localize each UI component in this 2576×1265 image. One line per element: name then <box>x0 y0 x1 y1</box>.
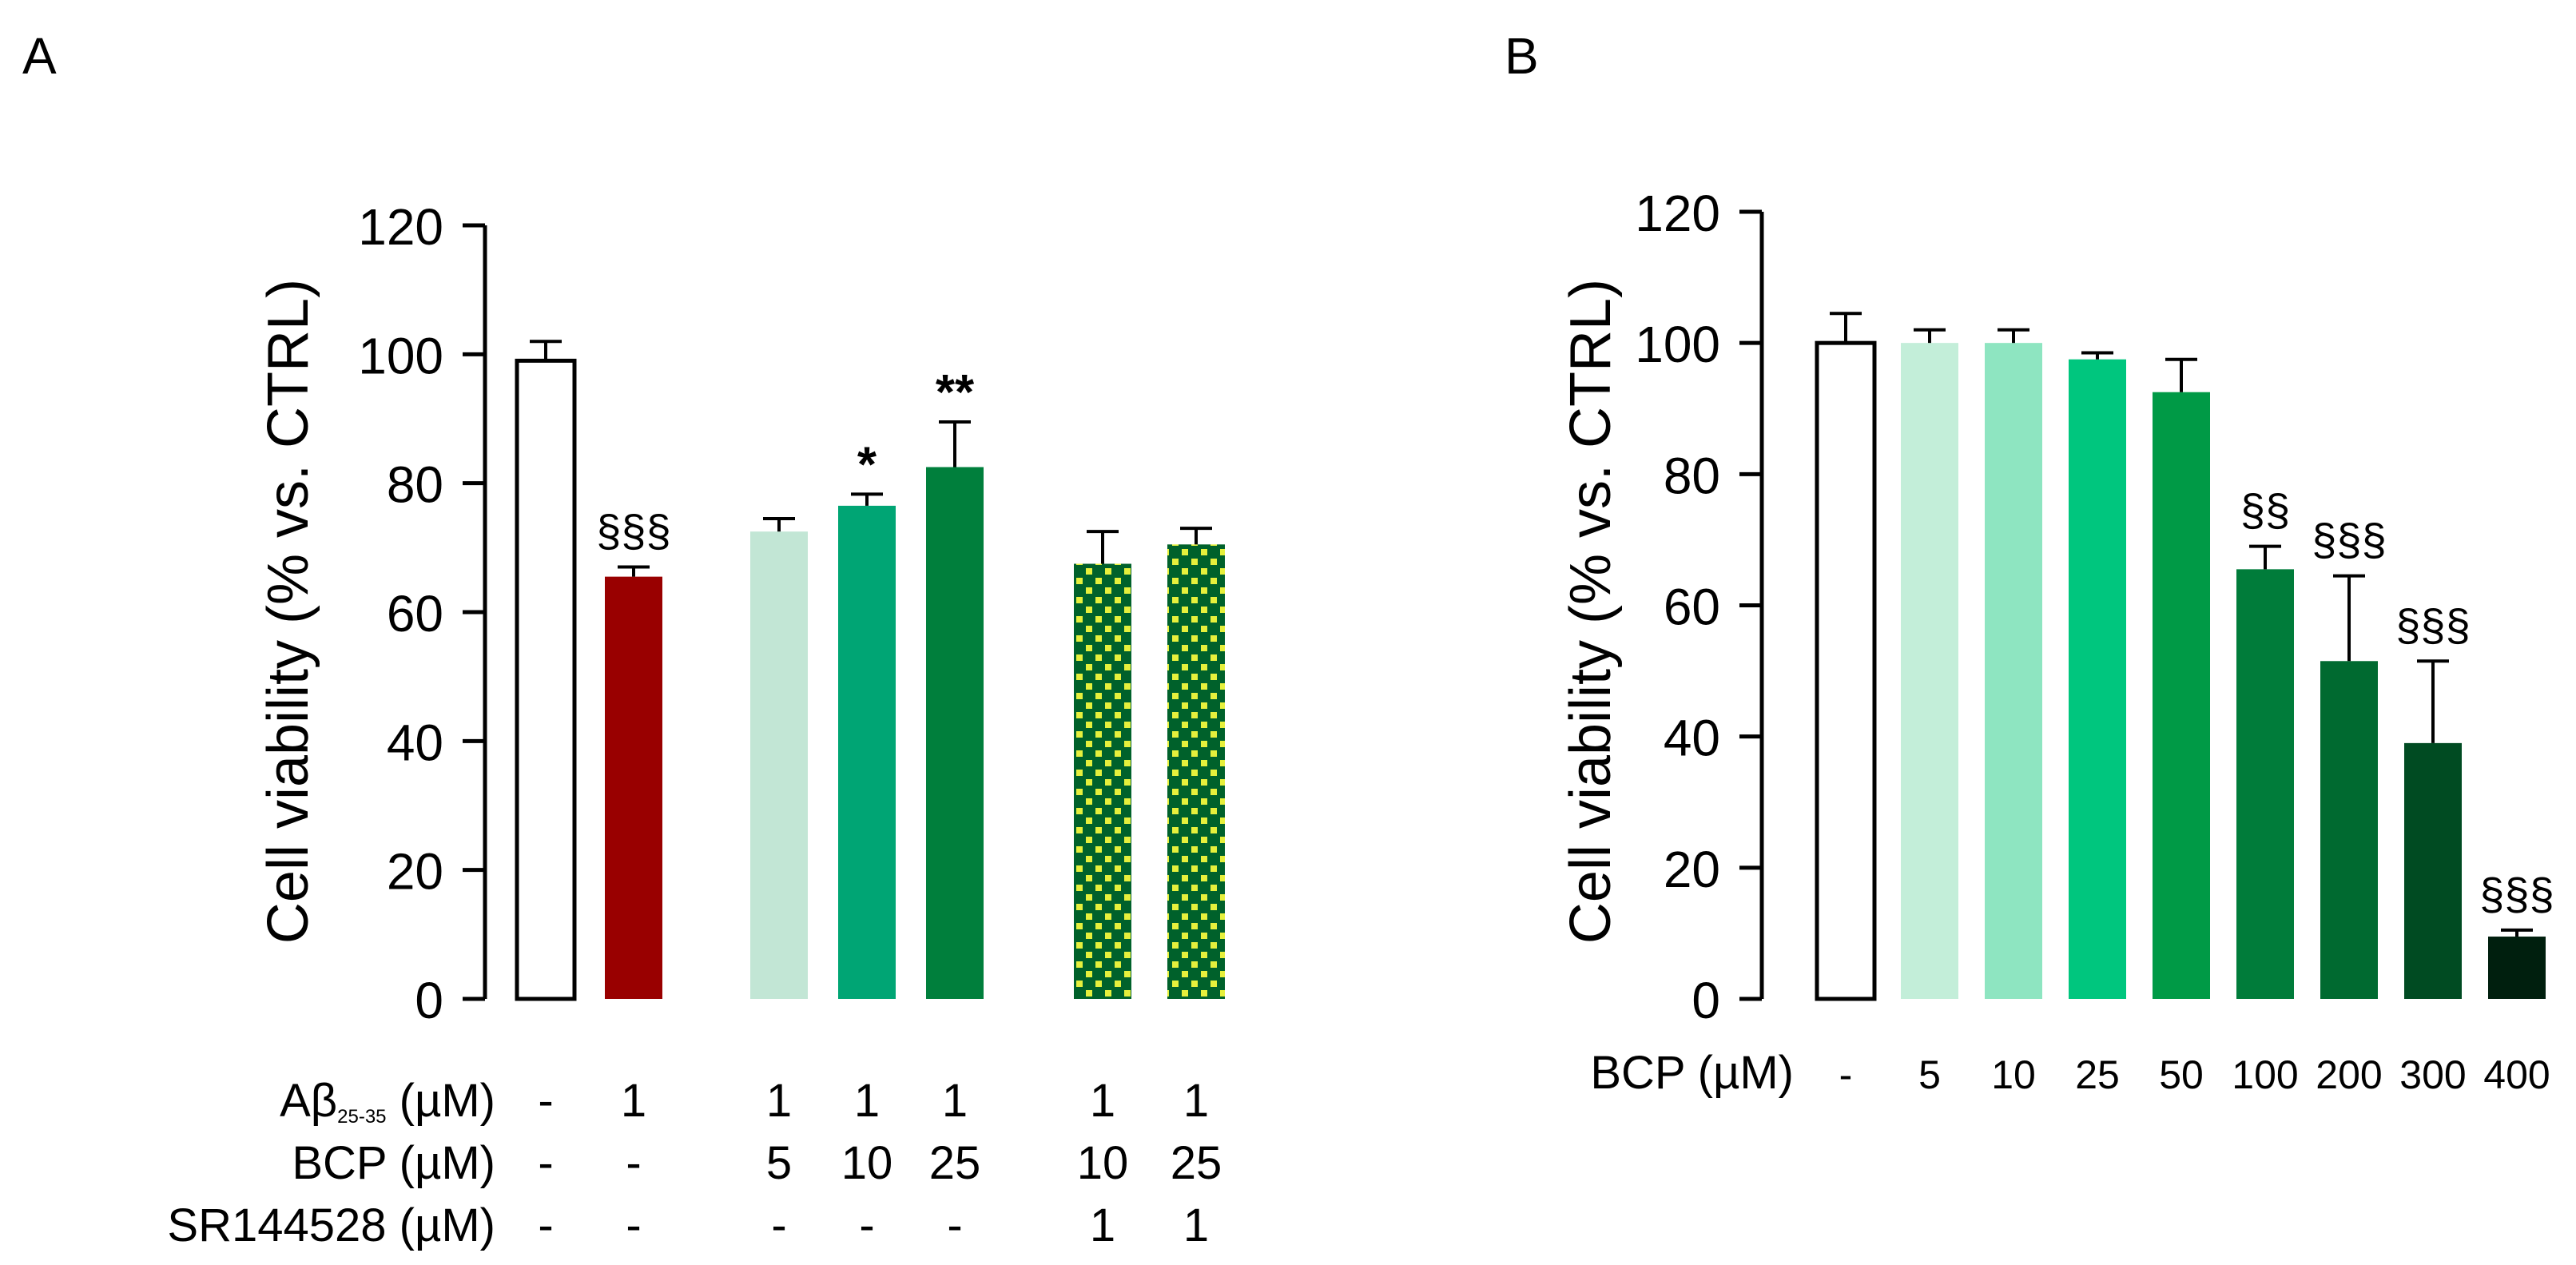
panel-a-significance-annotation: * <box>857 437 877 492</box>
panel-a-bar <box>1074 563 1131 999</box>
panel-a-y-tick-label: 40 <box>387 714 443 771</box>
panel-b-category-label: 200 <box>2316 1052 2382 1097</box>
condition-value: - <box>771 1199 786 1251</box>
panel-b-bar <box>2320 661 2378 999</box>
panel-a-significance-annotation: ** <box>936 365 975 420</box>
panel-b-bar <box>2236 569 2294 999</box>
panel-b-significance-annotation: §§ <box>2240 485 2290 535</box>
panel-b-significance-annotation: §§§ <box>2395 599 2470 650</box>
panel-b-annotations: §§§§§§§§§§§ <box>2240 485 2554 919</box>
condition-value: 10 <box>841 1137 893 1189</box>
panel-b-category-labels: - 5 10 25 50 100 200 300 400 <box>1839 1052 2550 1097</box>
condition-value: - <box>538 1075 553 1127</box>
panel-b-bar <box>1985 343 2042 1000</box>
panel-b-error-bars <box>1830 312 2533 937</box>
panel-a-bar <box>750 531 808 999</box>
panel-b-x-axis-label: BCP (µM) <box>1590 1047 1794 1099</box>
panel-b-bar <box>2153 392 2210 1000</box>
condition-value: 25 <box>1171 1137 1222 1189</box>
condition-label-sr144528: SR144528 (µM) <box>167 1199 495 1251</box>
panel-b-category-label: - <box>1839 1052 1853 1097</box>
panel-a-label: A <box>22 27 57 85</box>
condition-value: 1 <box>1090 1199 1115 1251</box>
panel-b-bar <box>2069 359 2126 999</box>
panel-b: B Cell viability (% vs. CTRL) 0 20 40 60 80 1… <box>1505 27 2554 1099</box>
condition-value: - <box>538 1199 553 1251</box>
condition-value: - <box>538 1137 553 1189</box>
panel-a-y-tick-label: 20 <box>387 843 443 901</box>
panel-b-y-tick-label: 20 <box>1664 841 1720 898</box>
panel-b-category-label: 25 <box>2075 1052 2120 1097</box>
panel-b-y-tick-label: 0 <box>1691 972 1720 1029</box>
panel-b-bars <box>1815 340 2546 1001</box>
panel-a-y-tick-label: 60 <box>387 585 443 642</box>
panel-b-y-tick-label: 40 <box>1664 710 1720 767</box>
condition-value: 1 <box>942 1075 968 1127</box>
condition-values: - 1 1 1 1 1 1 - - 5 10 25 10 25 - - - - - 1 1 <box>538 1075 1222 1251</box>
panel-a-error-bars <box>530 340 1212 577</box>
panel-a-significance-annotation: §§§ <box>596 506 670 556</box>
panel-b-significance-annotation: §§§ <box>2479 869 2554 919</box>
panel-b-category-label: 300 <box>2399 1052 2466 1097</box>
panel-b-y-tick-label: 60 <box>1664 579 1720 636</box>
condition-value: 5 <box>766 1137 792 1189</box>
panel-a-bar <box>515 358 577 1001</box>
condition-value: 25 <box>929 1137 981 1189</box>
panel-b-category-label: 5 <box>1918 1052 1941 1097</box>
condition-value: 1 <box>1183 1075 1209 1127</box>
panel-b-y-ticks: 0 20 40 60 80 100 120 <box>1635 185 1762 1029</box>
panel-a: A Cell viability (% vs. CTRL) 0 20 40 60 80 1… <box>22 27 1225 1251</box>
condition-value: 1 <box>854 1075 880 1127</box>
condition-value: - <box>626 1199 641 1251</box>
panel-a-y-tick-label: 0 <box>415 972 443 1029</box>
panel-b-y-tick-label: 120 <box>1635 185 1720 242</box>
panel-a-bar <box>1167 544 1225 999</box>
condition-label-bcp: BCP (µM) <box>292 1137 495 1189</box>
condition-value: - <box>947 1199 962 1251</box>
condition-value: 1 <box>1090 1075 1115 1127</box>
panel-b-bar <box>1815 340 1877 1001</box>
panel-b-category-label: 100 <box>2232 1052 2298 1097</box>
condition-value: - <box>626 1137 641 1189</box>
panel-a-bar <box>838 505 896 999</box>
panel-b-y-axis-label: Cell viability (% vs. CTRL) <box>1559 279 1623 944</box>
panel-a-y-axis-label: Cell viability (% vs. CTRL) <box>256 279 320 944</box>
panel-b-bar <box>1901 343 1958 1000</box>
panel-a-y-ticks: 0 20 40 60 80 100 120 <box>358 198 485 1029</box>
panel-b-bar <box>2488 937 2546 999</box>
panel-a-y-tick-label: 100 <box>358 327 443 384</box>
condition-value: 1 <box>621 1075 646 1127</box>
condition-value: - <box>859 1199 874 1251</box>
panel-b-bar <box>2404 742 2462 999</box>
panel-b-y-tick-label: 80 <box>1664 447 1720 504</box>
panel-a-annotations: §§§*** <box>596 365 975 556</box>
condition-label-abeta: Aβ25-35 (µM) <box>280 1075 495 1128</box>
panel-a-bar <box>926 467 984 999</box>
condition-value: 1 <box>766 1075 792 1127</box>
panel-b-category-label: 10 <box>1991 1052 2036 1097</box>
condition-value: 10 <box>1077 1137 1129 1189</box>
panel-a-bar <box>605 576 662 999</box>
panel-b-category-label: 50 <box>2159 1052 2204 1097</box>
panel-b-y-tick-label: 100 <box>1635 316 1720 373</box>
condition-value: 1 <box>1183 1199 1209 1251</box>
panel-b-category-label: 400 <box>2483 1052 2550 1097</box>
panel-b-significance-annotation: §§§ <box>2312 515 2386 565</box>
panel-a-bars <box>515 358 1225 1001</box>
panel-a-y-tick-label: 80 <box>387 456 443 514</box>
panel-b-label: B <box>1505 27 1539 85</box>
panel-a-y-tick-label: 120 <box>358 198 443 256</box>
